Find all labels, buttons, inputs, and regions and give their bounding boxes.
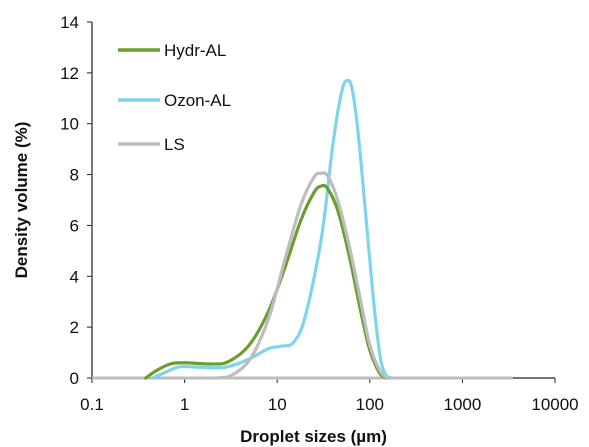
- x-tick-label: 100: [356, 395, 384, 414]
- legend: Hydr-AL Ozon-AL LS: [118, 41, 231, 154]
- x-tick-label: 1000: [443, 395, 481, 414]
- y-tick-label: 8: [70, 166, 79, 185]
- tick-labels: 0 2 4 6 8 10 12 14 0.1 1 10 100 1000 10000: [60, 13, 579, 414]
- x-tick-label: 1: [180, 395, 189, 414]
- y-axis-title: Density volume (%): [12, 122, 31, 279]
- x-axis-title: Droplet sizes (µm): [240, 427, 387, 446]
- series-lines: [92, 78, 513, 380]
- y-tick-label: 10: [60, 115, 79, 134]
- legend-label: Ozon-AL: [164, 91, 231, 110]
- x-tick-label: 10: [268, 395, 287, 414]
- x-tick-label: 0.1: [80, 395, 104, 414]
- legend-label: Hydr-AL: [164, 41, 226, 60]
- series-line-ls: [214, 171, 391, 380]
- y-tick-label: 4: [70, 267, 79, 286]
- series-line-ozon-al: [150, 78, 393, 380]
- y-tick-label: 6: [70, 216, 79, 235]
- y-tick-label: 2: [70, 318, 79, 337]
- y-tick-label: 14: [60, 13, 79, 32]
- y-tick-label: 12: [60, 64, 79, 83]
- legend-label: LS: [164, 135, 185, 154]
- x-tick-label: 10000: [531, 395, 578, 414]
- series-line-hydr-al: [144, 183, 391, 380]
- axes: [87, 21, 556, 383]
- y-tick-label: 0: [70, 369, 79, 388]
